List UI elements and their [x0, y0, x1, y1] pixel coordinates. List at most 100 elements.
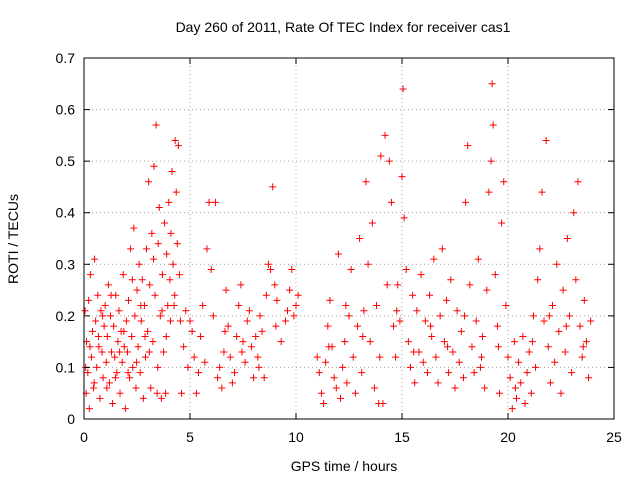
data-point — [447, 276, 455, 284]
data-point — [258, 327, 266, 335]
data-point — [238, 348, 246, 356]
data-point — [472, 317, 480, 325]
data-point — [466, 281, 474, 289]
data-point — [160, 348, 167, 356]
data-point — [337, 394, 345, 402]
data-point — [254, 353, 262, 361]
data-point — [489, 121, 497, 129]
data-point — [93, 363, 101, 371]
data-point — [162, 389, 170, 397]
y-tick-label: 0.6 — [56, 102, 76, 118]
data-point — [147, 384, 155, 392]
x-tick-label: 20 — [500, 429, 516, 445]
data-point — [574, 178, 582, 186]
data-point — [226, 353, 234, 361]
data-point — [107, 312, 114, 320]
data-point — [176, 317, 184, 325]
data-point — [222, 286, 230, 294]
data-point — [158, 271, 166, 279]
data-point — [103, 332, 111, 340]
data-point — [81, 307, 89, 315]
data-point — [342, 302, 350, 310]
data-point — [231, 369, 239, 377]
data-point — [86, 343, 94, 351]
data-point — [445, 369, 453, 377]
data-point — [218, 384, 226, 392]
data-point — [538, 188, 546, 196]
data-point — [400, 214, 408, 222]
data-point — [394, 281, 402, 289]
data-point — [478, 353, 485, 361]
data-point — [555, 327, 563, 335]
data-point — [582, 338, 590, 346]
data-point — [381, 131, 389, 139]
data-point — [399, 85, 407, 93]
data-point — [512, 394, 520, 402]
data-point — [515, 358, 523, 366]
x-tick-label: 15 — [394, 429, 410, 445]
data-point — [423, 369, 431, 377]
data-point — [109, 400, 117, 408]
data-point — [94, 291, 102, 299]
data-point — [540, 317, 548, 325]
data-point — [128, 332, 136, 340]
data-point — [256, 312, 264, 320]
data-point — [239, 338, 247, 346]
data-point — [182, 307, 190, 315]
data-point — [165, 198, 173, 206]
data-point — [368, 219, 376, 227]
data-point — [166, 276, 174, 284]
data-point — [115, 307, 123, 315]
data-point — [99, 374, 107, 382]
data-point — [470, 369, 478, 377]
data-point — [152, 121, 160, 129]
grid-lines — [84, 58, 614, 419]
data-point — [184, 363, 192, 371]
data-point — [207, 265, 215, 273]
data-point — [199, 302, 207, 310]
data-point — [111, 353, 119, 361]
data-point — [362, 178, 370, 186]
data-point — [101, 302, 109, 310]
data-point — [94, 332, 102, 340]
data-point — [511, 384, 519, 392]
data-point — [247, 343, 255, 351]
data-point — [483, 286, 491, 294]
data-point — [137, 302, 145, 310]
data-point — [393, 307, 401, 315]
data-point — [398, 173, 406, 181]
data-point — [459, 374, 467, 382]
data-point — [125, 296, 133, 304]
y-tick-label: 0 — [67, 411, 75, 427]
data-point — [273, 296, 281, 304]
data-point — [523, 369, 531, 377]
data-point — [579, 343, 587, 351]
data-point — [137, 317, 145, 325]
data-point — [121, 405, 129, 413]
data-point — [197, 332, 205, 340]
data-point — [345, 312, 353, 320]
data-point — [349, 353, 357, 361]
data-point — [233, 332, 241, 340]
data-point — [216, 363, 224, 371]
data-point — [163, 250, 171, 258]
data-point — [370, 384, 378, 392]
data-point — [396, 317, 404, 325]
y-tick-label: 0.4 — [56, 205, 76, 221]
data-point — [366, 338, 374, 346]
data-point — [151, 291, 159, 299]
data-point — [519, 332, 527, 340]
y-tick-label: 0.2 — [56, 308, 76, 324]
data-point — [339, 363, 347, 371]
x-tick-label: 0 — [80, 429, 88, 445]
data-point — [88, 327, 96, 335]
data-point — [383, 281, 391, 289]
data-point — [347, 265, 355, 273]
data-point — [144, 327, 152, 335]
data-point — [145, 348, 153, 356]
data-point — [107, 291, 115, 299]
x-tick-label: 10 — [288, 429, 304, 445]
data-point — [432, 353, 440, 361]
data-point — [436, 312, 444, 320]
